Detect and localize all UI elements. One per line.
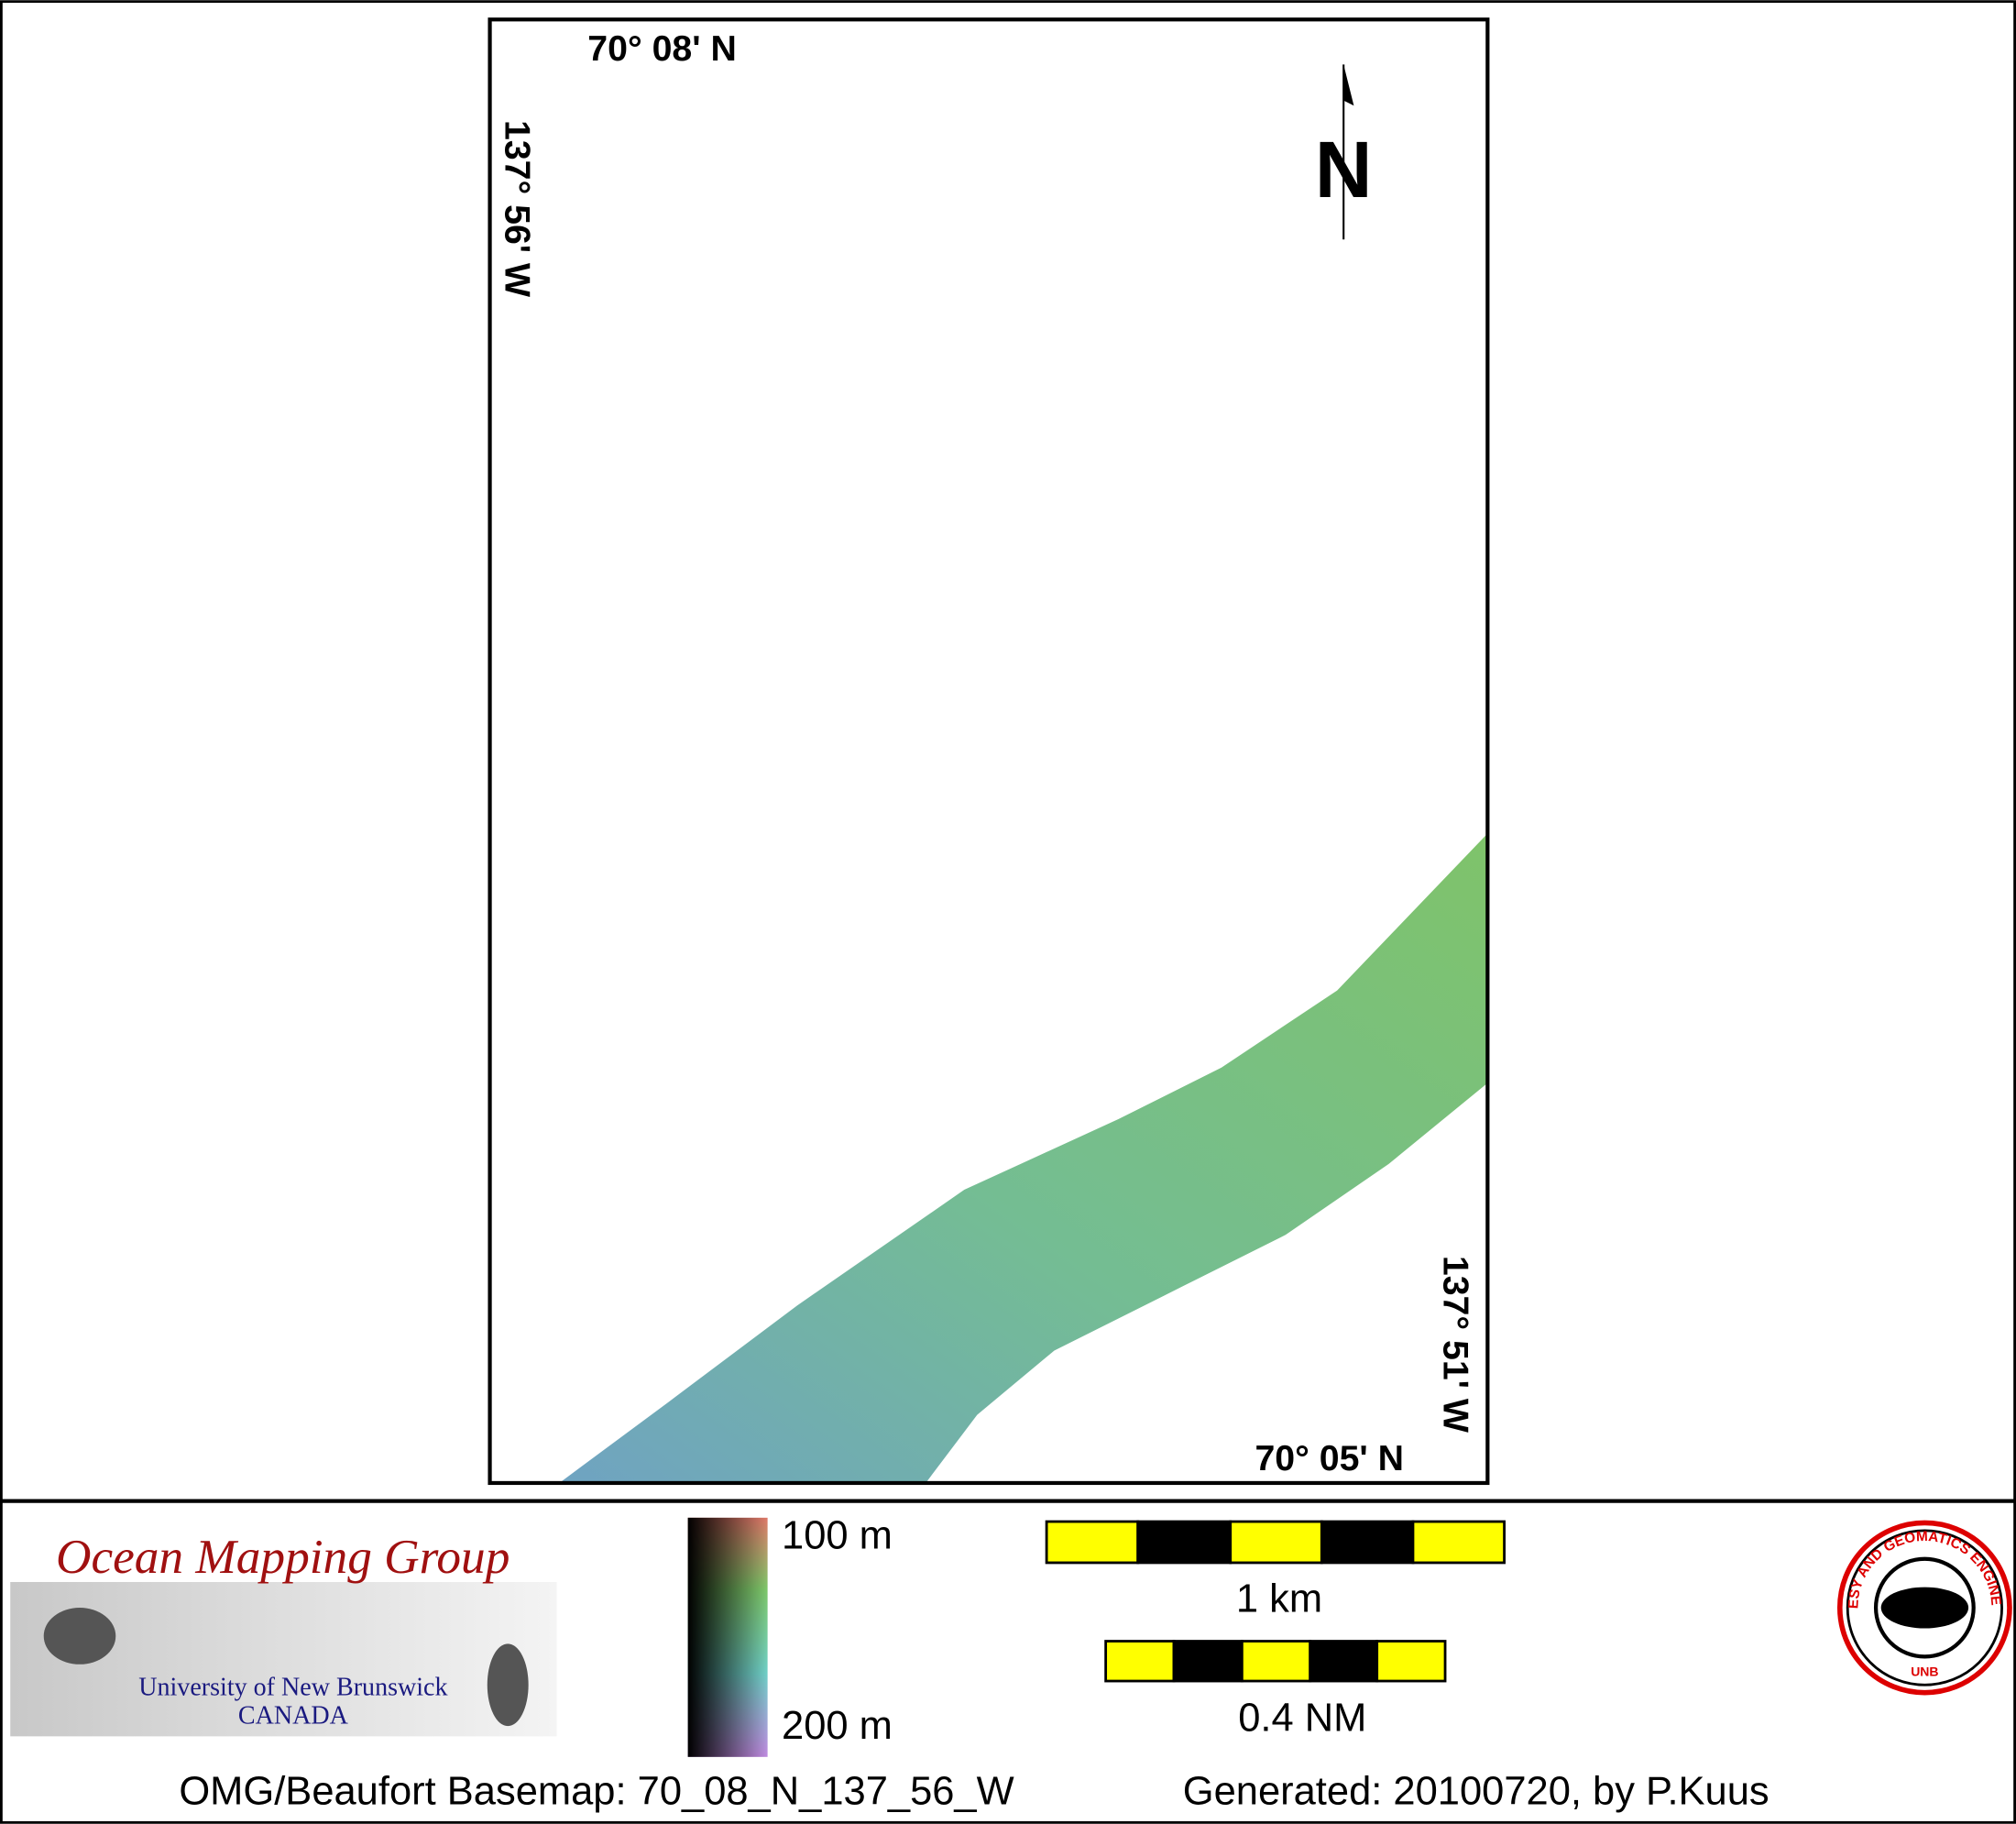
lat-label: 70° 08' N [587, 28, 737, 69]
scale-segment [1240, 1640, 1312, 1683]
logo-country: CANADA [238, 1701, 349, 1730]
scale-segment [1320, 1520, 1415, 1565]
seal: GEODESY AND GEOMATICS ENGINEERING UNB [0, 0, 2012, 1696]
footer-generated: Generated: 20100720, by P.Kuus [1183, 1770, 1769, 1814]
scale-segment [1045, 1520, 1140, 1565]
seal-map [1880, 1587, 1969, 1629]
bathymetry-swath [559, 833, 1488, 1483]
scale-segment [1309, 1640, 1379, 1683]
scale-label: 1 km [1236, 1577, 1322, 1621]
scale-segment [1136, 1520, 1233, 1565]
north-arrow-head [1343, 64, 1354, 106]
seal-globe [1873, 1556, 1976, 1659]
north-label: N [1315, 126, 1373, 214]
depth-label: 100 m [782, 1514, 893, 1558]
map-frame [488, 17, 1490, 1486]
colorbar-shade [687, 1517, 768, 1757]
scale-label: 0.4 NM [1238, 1697, 1366, 1741]
scale-segment [1229, 1520, 1323, 1565]
depth-label: 200 m [782, 1704, 893, 1748]
lon-label: 137° 51' W [1436, 1256, 1476, 1434]
lon-label: 137° 56' W [497, 120, 537, 298]
scale-segment [1375, 1640, 1447, 1683]
logo-ship [43, 1608, 116, 1665]
scale-segment [1104, 1640, 1176, 1683]
lat-label: 70° 05' N [1255, 1438, 1404, 1478]
scale-bars [1045, 1520, 1506, 1683]
logo-image [10, 1581, 557, 1737]
logo-title: Ocean Mapping Group [56, 1529, 509, 1584]
map: 70° 08' N 137° 56' W 70° 05' N 137° 51' … [488, 17, 1490, 1486]
footer-basemap: OMG/Beaufort Basemap: 70_08_N_137_56_W [179, 1770, 1013, 1814]
logo-ship [487, 1643, 529, 1727]
seal-ring [1846, 1529, 2003, 1687]
scale-segment [1172, 1640, 1244, 1683]
seal-base: UNB [1911, 1664, 1938, 1678]
depth-legend: 100 m 200 m [687, 1514, 893, 1757]
logo-university: University of New Brunswick [138, 1673, 448, 1701]
scale-segment [1411, 1520, 1506, 1565]
logo: Ocean Mapping Group University of New Br… [10, 1529, 557, 1737]
